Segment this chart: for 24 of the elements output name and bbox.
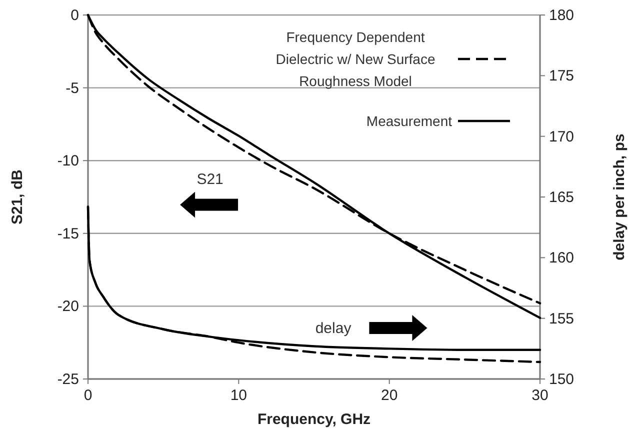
y2-tick-label: 155 — [549, 310, 574, 328]
x-tick-label: 20 — [380, 387, 398, 404]
x-tick-label: 30 — [532, 387, 548, 404]
y-axis-title: S21, dB — [9, 169, 26, 225]
y-tick-label: 0 — [70, 7, 79, 24]
y2-axis-title: delay per inch, ps — [611, 134, 628, 260]
y2-tick-label: 180 — [549, 7, 574, 24]
y-tick-label: -10 — [57, 152, 79, 170]
y2-tick-label: 150 — [549, 371, 574, 388]
y2-tick-label: 170 — [549, 128, 574, 146]
annotation: delay — [315, 320, 352, 338]
annotation: S21 — [196, 170, 224, 188]
y-tick-label: -25 — [57, 371, 79, 388]
y-tick-label: -5 — [66, 80, 79, 97]
y-tick-label: -15 — [57, 225, 79, 242]
y2-tick-label: 175 — [549, 68, 574, 85]
legend-label: Frequency Dependent Dielectric w/ New Surface Roughness Model — [276, 29, 436, 89]
x-tick-label: 0 — [84, 387, 92, 404]
legend-label: Measurement — [366, 113, 452, 129]
y-tick-label: -20 — [57, 298, 79, 316]
y2-tick-label: 160 — [549, 250, 574, 267]
y2-tick-label: 165 — [549, 189, 574, 206]
x-axis-title: Frequency, GHz — [257, 411, 371, 428]
x-tick-label: 10 — [230, 387, 248, 404]
